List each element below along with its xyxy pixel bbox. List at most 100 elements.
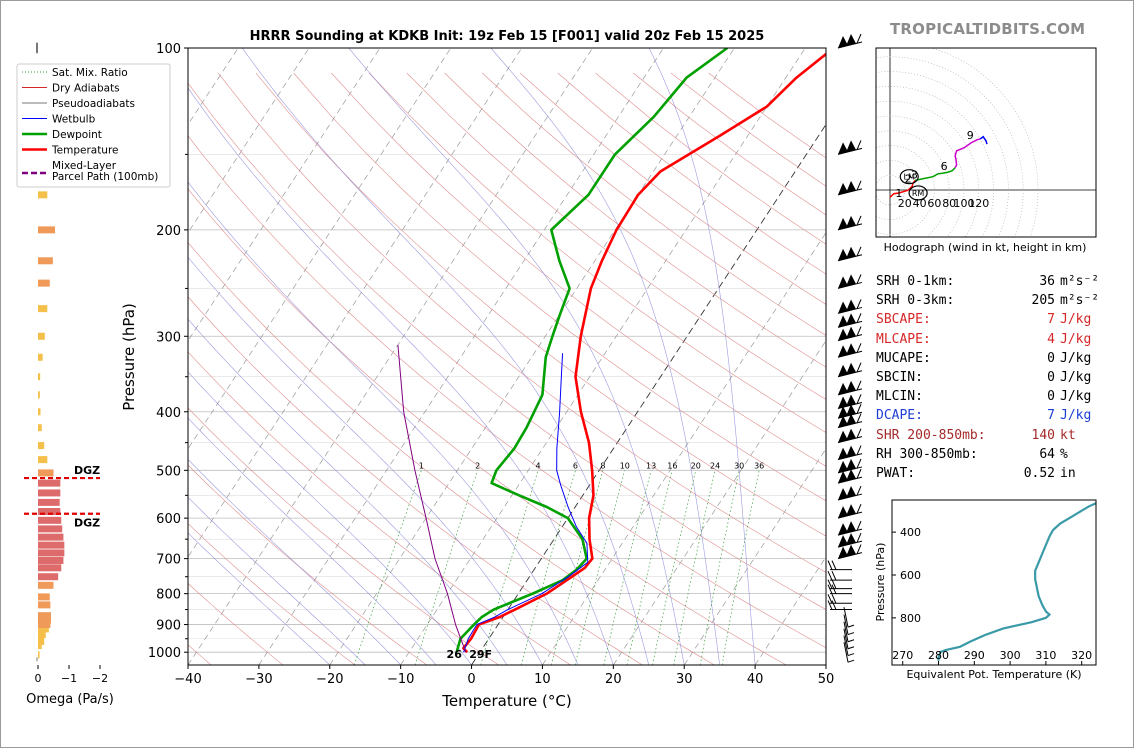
isotherm <box>754 556 826 665</box>
dry-adiabat <box>331 72 826 467</box>
mixing-ratio-label: 13 <box>646 461 656 470</box>
theta-e-x-tick-label: 310 <box>1035 649 1056 662</box>
mixing-ratio-label: 20 <box>691 461 701 470</box>
omega-tick-label: −2 <box>92 672 108 685</box>
wind-barb <box>837 380 863 396</box>
pseudoadiabat <box>490 48 720 665</box>
hodograph-ring <box>876 160 920 220</box>
param-unit: J/kg <box>1060 408 1092 424</box>
series-dewpoint <box>455 48 729 653</box>
param-label: SHR 200-850mb: <box>876 427 986 443</box>
legend-label: Dewpoint <box>52 129 102 141</box>
storm-motion-marker <box>908 185 928 201</box>
param-row: SBCIN: 0 J/kg <box>876 368 1126 387</box>
sounding-parameters: SRH 0-1km: 36 m²s⁻² SRH 0-3km: 205 m²s⁻² SBCAP… <box>876 272 1126 483</box>
theta-e-x-tick-label: 290 <box>964 649 985 662</box>
wind-barb <box>837 532 863 548</box>
theta-e-y-tick-label: 800 <box>900 612 921 625</box>
param-row: SBCAPE: 7 J/kg <box>876 310 1126 329</box>
omega-bar <box>38 564 62 572</box>
mixing-ratio-line <box>574 470 626 665</box>
mixing-ratio-line <box>603 470 652 665</box>
y-tick-label: 700 <box>156 553 181 568</box>
pseudoadiabat <box>188 371 472 665</box>
theta-e-x-tick-label: 300 <box>1000 649 1021 662</box>
dgz-label: DGZ <box>74 517 100 530</box>
wind-barb <box>837 343 863 358</box>
dry-adiabat <box>368 72 826 433</box>
isotherm <box>188 48 381 342</box>
y-tick-label: 400 <box>156 406 181 421</box>
pseudoadiabat <box>348 48 685 665</box>
omega-bar <box>38 353 43 361</box>
mixing-ratio-line <box>626 470 673 665</box>
hodograph-ring <box>876 86 994 237</box>
omega-bar <box>38 498 60 506</box>
omega-bar <box>38 489 61 497</box>
wind-barb <box>837 413 863 429</box>
param-label: SBCAPE: <box>876 312 931 328</box>
isotherm <box>258 48 664 665</box>
chart-title: HRRR Sounding at KDKB Init: 19z Feb 15 [… <box>250 29 765 44</box>
isotherm <box>471 123 826 665</box>
hodograph-ring <box>876 71 1009 237</box>
omega-bar <box>38 442 45 450</box>
theta-e-profile <box>937 502 1097 661</box>
mixing-ratio-label: 16 <box>667 461 677 470</box>
wind-barb <box>827 579 852 590</box>
wind-barb <box>837 362 863 378</box>
series-wetbulb <box>463 353 589 653</box>
hodograph-ring <box>876 100 980 237</box>
y-axis-label: Pressure (hPa) <box>120 303 138 411</box>
omega-bar <box>38 226 56 234</box>
param-unit: J/kg <box>1060 369 1092 385</box>
hodograph-height-label: 9 <box>967 129 974 142</box>
mixing-ratio-label: 8 <box>600 461 605 470</box>
legend-label: Wetbulb <box>52 114 96 126</box>
y-tick-label: 200 <box>156 224 181 239</box>
wind-barb <box>837 215 863 231</box>
x-tick-label: −20 <box>316 672 343 687</box>
param-unit: J/kg <box>1060 331 1092 347</box>
param-label: MLCIN: <box>876 389 923 405</box>
mixing-ratio-line <box>353 470 422 665</box>
wind-barb <box>843 621 855 643</box>
dry-adiabat <box>444 72 826 368</box>
hodograph-ring <box>876 56 1024 237</box>
y-tick-label: 500 <box>156 464 181 479</box>
wind-barb <box>827 570 852 581</box>
wind-barb <box>837 404 863 419</box>
param-row: SHR 200-850mb: 140 kt <box>876 426 1126 445</box>
y-tick-label: 100 <box>156 42 181 57</box>
mixing-ratio-label: 2 <box>475 461 480 470</box>
theta-e-y-label: Pressure (hPa) <box>874 543 887 622</box>
omega-bar <box>38 549 65 557</box>
param-row: MLCIN: 0 J/kg <box>876 387 1126 406</box>
param-row: MUCAPE: 0 J/kg <box>876 349 1126 368</box>
omega-bar <box>38 408 41 416</box>
skew-t-panel: 1 2 4 6 8 10 13 16 20 24 30 36 −40 −30 −20 −10 0 10 20 30 4… <box>16 33 863 710</box>
dry-adiabat <box>188 407 499 665</box>
omega-bar <box>38 631 46 639</box>
theta-e-frame <box>891 499 1097 666</box>
x-tick-label: −30 <box>245 672 272 687</box>
theta-e-y-tick-label: 600 <box>900 569 921 582</box>
x-axis-label: Temperature (°C) <box>441 692 571 710</box>
wind-barb <box>837 326 863 342</box>
hodograph-ring-label: 100 <box>954 197 975 210</box>
series-temperature <box>462 52 826 654</box>
hodograph-frame <box>875 47 1097 238</box>
dry-adiabat <box>188 82 826 610</box>
legend-label: Pseudoadiabats <box>52 98 135 110</box>
omega-bar <box>38 637 45 645</box>
param-value: 0 <box>1047 350 1055 366</box>
param-value: 0 <box>1047 389 1055 405</box>
legend: Sat. Mix. Ratio Dry Adiabats Pseudoadiabat… <box>16 63 171 188</box>
mixing-ratio-label: 4 <box>536 461 541 470</box>
y-tick-label: 600 <box>156 512 181 527</box>
param-label: MLCAPE: <box>876 331 931 347</box>
legend-label: Sat. Mix. Ratio <box>52 67 128 79</box>
wind-barb <box>837 485 863 501</box>
param-row: PWAT: 0.52 in <box>876 464 1126 483</box>
wind-barb <box>837 180 863 196</box>
